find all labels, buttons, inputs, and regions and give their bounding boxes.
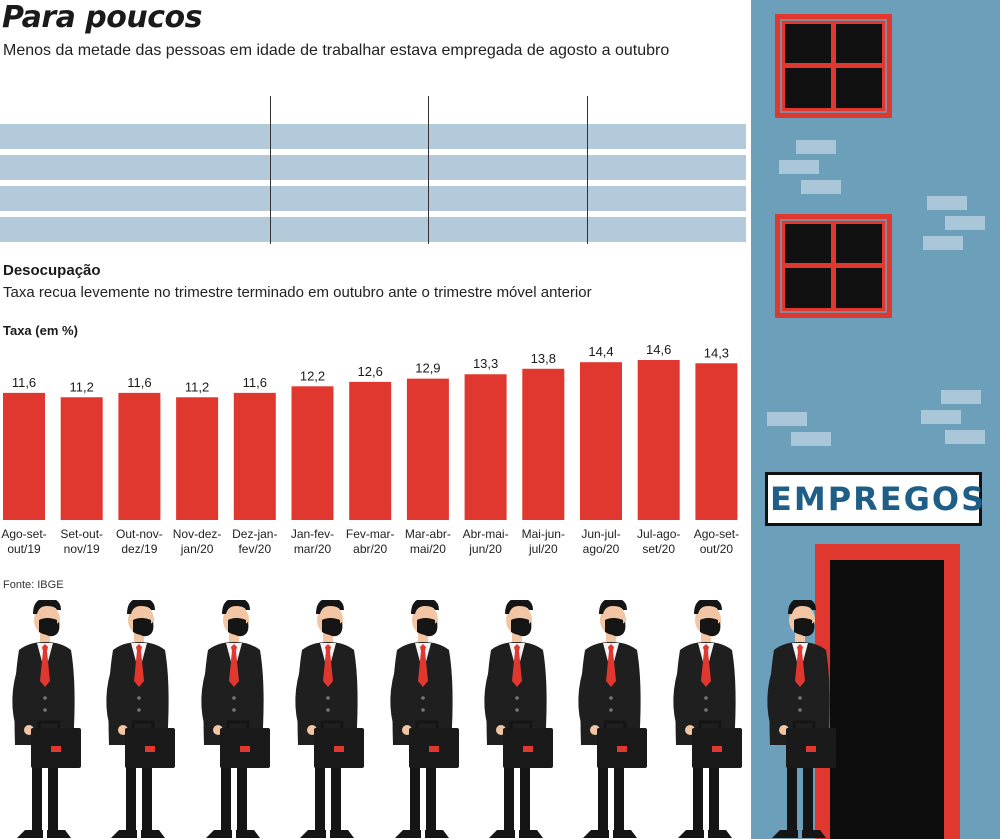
section-subtitle: Taxa recua levemente no trimestre termin…	[3, 284, 592, 301]
data-label: 11,6	[12, 375, 36, 390]
chart-title: Para poucos	[2, 0, 203, 35]
x-tick-label: Mai-jun-	[522, 527, 565, 541]
data-label: 12,9	[415, 361, 440, 376]
bar	[176, 397, 219, 520]
x-tick-label: Fev-mar-	[346, 527, 395, 541]
x-tick-label: Ago-set-	[694, 527, 739, 541]
door-icon	[815, 544, 960, 839]
data-label: 12,6	[358, 364, 383, 379]
people-queue	[12, 600, 836, 838]
person-icon	[12, 600, 81, 838]
bar	[233, 392, 276, 520]
x-tick-label: out/19	[7, 542, 41, 556]
x-tick-label: jul/20	[528, 542, 558, 556]
bar	[464, 374, 507, 520]
x-tick-label: Jan-fev-	[291, 527, 334, 541]
x-tick-label: Mar-abr-	[405, 527, 451, 541]
window-icon	[775, 214, 892, 318]
x-tick-label: dez/19	[121, 542, 157, 556]
window-icon	[775, 14, 892, 118]
person-icon	[295, 600, 364, 838]
person-icon	[767, 600, 836, 838]
person-icon	[201, 600, 270, 838]
data-label: 13,3	[473, 356, 498, 371]
person-icon	[106, 600, 175, 838]
x-tick-label: Jul-ago-	[637, 527, 680, 541]
person-icon	[484, 600, 553, 838]
data-label: 11,6	[243, 375, 267, 390]
x-tick-label: set/20	[642, 542, 675, 556]
bar	[291, 386, 334, 520]
x-tick-label: Abr-mai-	[463, 527, 509, 541]
brick-pattern	[767, 140, 985, 446]
x-tick-label: fev/20	[238, 542, 271, 556]
x-tick-label: nov/19	[64, 542, 100, 556]
bar	[637, 360, 680, 520]
data-label: 14,4	[588, 344, 613, 359]
bar	[580, 362, 622, 520]
divider-line	[428, 96, 429, 244]
x-tick-label: ago/20	[583, 542, 620, 556]
y-axis-label: Taxa (em %)	[3, 323, 78, 338]
bar	[60, 397, 103, 520]
bar	[522, 368, 565, 520]
x-tick-label: Ago-set-	[1, 527, 46, 541]
bar-chart: 11,6 Ago-set-out/19 11,2 Set-out-nov/19 11,6…	[1, 342, 739, 556]
stripe	[0, 217, 746, 242]
x-tick-label: Dez-jan-	[232, 527, 277, 541]
data-label: 13,8	[531, 351, 556, 366]
section-title: Desocupação	[3, 262, 101, 279]
sign-label: EMPREGOS	[770, 480, 987, 518]
bar	[118, 392, 161, 520]
x-tick-label: Nov-dez-	[173, 527, 222, 541]
data-label: 14,6	[646, 342, 671, 357]
stripe-band	[0, 96, 746, 246]
person-icon	[673, 600, 742, 838]
divider-line	[270, 96, 271, 244]
x-tick-label: Set-out-	[60, 527, 103, 541]
stripe	[0, 124, 746, 149]
sign-board	[765, 472, 982, 526]
bar	[3, 392, 45, 520]
x-tick-label: out/20	[700, 542, 734, 556]
person-icon	[390, 600, 459, 838]
bar	[406, 378, 449, 520]
data-label: 11,6	[127, 375, 151, 390]
chart-subtitle: Menos da metade das pessoas em idade de …	[3, 42, 670, 59]
x-tick-label: abr/20	[353, 542, 387, 556]
building-illustration	[751, 0, 1000, 839]
x-tick-label: jan/20	[180, 542, 214, 556]
stripe	[0, 155, 746, 180]
x-tick-label: mai/20	[410, 542, 446, 556]
x-tick-label: mar/20	[294, 542, 332, 556]
bar	[695, 363, 738, 520]
data-label: 11,2	[185, 379, 209, 394]
data-label: 12,2	[300, 368, 325, 383]
data-label: 14,3	[704, 345, 729, 360]
stripe	[0, 186, 746, 211]
x-tick-label: jun/20	[468, 542, 502, 556]
divider-line	[587, 96, 588, 244]
bar	[349, 381, 392, 520]
data-label: 11,2	[70, 379, 94, 394]
source-note: Fonte: IBGE	[3, 579, 64, 591]
x-tick-label: Jun-jul-	[581, 527, 620, 541]
person-icon	[578, 600, 647, 838]
x-tick-label: Out-nov-	[116, 527, 163, 541]
